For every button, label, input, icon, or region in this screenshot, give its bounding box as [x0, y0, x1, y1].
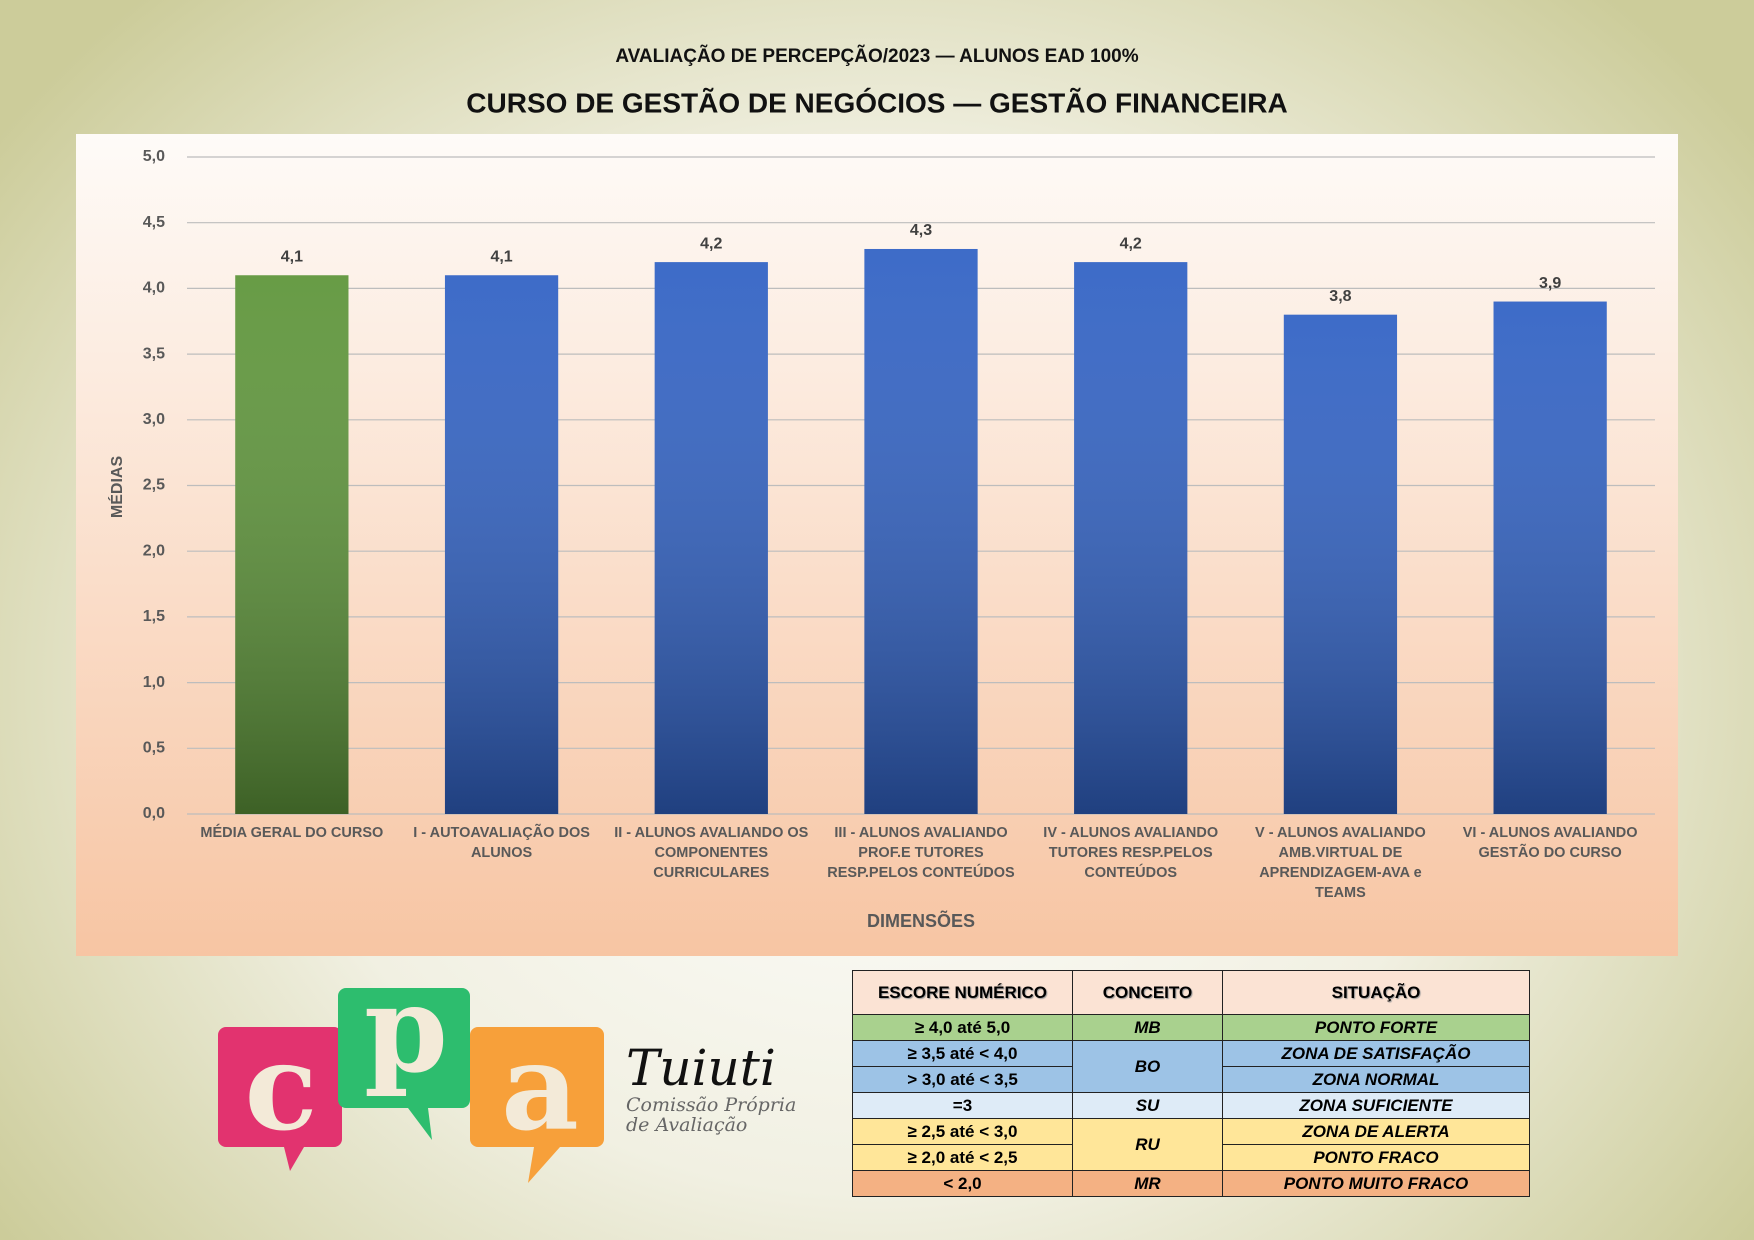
bar	[1493, 301, 1607, 814]
chart-subtitle: AVALIAÇÃO DE PERCEPÇÃO/2023 — ALUNOS EAD…	[615, 45, 1138, 67]
x-tick-label: I - AUTOAVALIAÇÃO DOS ALUNOS	[413, 825, 590, 861]
logo-bubble	[470, 1027, 604, 1183]
situation-cell: PONTO MUITO FRACO	[1222, 1170, 1530, 1197]
bar	[864, 248, 978, 815]
bar	[235, 275, 349, 814]
y-tick-label: 3,5	[143, 345, 165, 362]
value-label: 4,1	[490, 248, 512, 265]
x-tick-label: III - ALUNOS AVALIANDO PROF.E TUTORES RE…	[827, 825, 1015, 881]
logo-letter: c	[244, 1017, 317, 1158]
x-tick-label: II - ALUNOS AVALIANDO OS COMPONENTES CUR…	[614, 825, 809, 881]
table-row: ≥ 4,0 até 5,0 MB PONTO FORTE	[852, 1014, 1530, 1041]
chart-title: CURSO DE GESTÃO DE NEGÓCIOS — GESTÃO FIN…	[466, 87, 1287, 118]
score-cell: ≥ 4,0 até 5,0	[852, 1014, 1073, 1041]
logo-name: Tuiuti	[626, 1039, 776, 1097]
column-header: CONCEITO	[1072, 970, 1223, 1015]
logo-bubble	[218, 1027, 342, 1171]
score-cell: ≥ 2,5 até < 3,0	[852, 1118, 1073, 1145]
logo-line: de Avaliação	[626, 1114, 747, 1136]
y-tick-label: 1,0	[143, 674, 165, 691]
bar	[1074, 262, 1188, 814]
value-label: 4,2	[1120, 235, 1142, 252]
y-tick-label: 2,0	[143, 542, 165, 559]
column-header: ESCORE NUMÉRICO	[852, 970, 1073, 1015]
y-tick-label: 3,0	[143, 411, 165, 428]
bar	[444, 275, 559, 814]
y-tick-label: 0,0	[143, 805, 165, 822]
score-cell: ≥ 3,5 até < 4,0	[852, 1040, 1073, 1067]
situation-cell: ZONA NORMAL	[1222, 1066, 1530, 1093]
situation-cell: PONTO FORTE	[1222, 1014, 1530, 1041]
table-row: =3 SU ZONA SUFICIENTE	[852, 1092, 1530, 1119]
value-label: 3,9	[1539, 275, 1561, 292]
score-cell: > 3,0 até < 3,5	[852, 1066, 1073, 1093]
y-axis-title: MÉDIAS	[107, 456, 126, 519]
table-row: ≥ 3,5 até < 4,0 BO ZONA DE SATISFAÇÃO	[852, 1040, 1530, 1093]
x-tick-label: MÉDIA GERAL DO CURSO	[200, 825, 384, 841]
logo: c p a Tuiuti Comissão Própria de Avaliaç…	[218, 959, 796, 1183]
score-cell: =3	[852, 1092, 1073, 1119]
legend-table: ESCORE NUMÉRICO CONCEITO SITUAÇÃO ≥ 4,0 …	[852, 970, 1530, 1197]
y-tick-label: 4,5	[143, 214, 165, 231]
situation-cell: ZONA DE ALERTA	[1222, 1118, 1530, 1145]
situation-cell: PONTO FRACO	[1222, 1144, 1530, 1171]
table-row: ≥ 2,5 até < 3,0 RU ZONA DE ALERTA	[852, 1118, 1530, 1171]
value-label: 3,8	[1329, 288, 1351, 305]
x-tick-label: VI - ALUNOS AVALIANDO GESTÃO DO CURSO	[1462, 825, 1638, 861]
value-label: 4,1	[281, 248, 303, 265]
x-tick-label: V - ALUNOS AVALIANDO AMB.VIRTUAL DE APRE…	[1255, 825, 1426, 901]
table-row: < 2,0 MR PONTO MUITO FRACO	[852, 1170, 1530, 1197]
value-label: 4,3	[910, 222, 932, 239]
bar	[654, 262, 768, 814]
concept-cell: BO	[1072, 1040, 1223, 1093]
concept-cell: MB	[1072, 1014, 1223, 1041]
table-row: > 3,0 até < 3,5 ZONA NORMAL	[852, 1066, 1530, 1093]
y-tick-label: 5,0	[143, 148, 165, 165]
logo-line: Comissão Própria	[626, 1094, 796, 1116]
concept-cell: SU	[1072, 1092, 1223, 1119]
concept-cell: MR	[1072, 1170, 1223, 1197]
y-tick-label: 2,5	[143, 477, 165, 494]
y-tick-label: 0,5	[143, 740, 165, 757]
column-header: SITUAÇÃO	[1222, 970, 1530, 1015]
x-tick-label: IV - ALUNOS AVALIANDO TUTORES RESP.PELOS…	[1043, 825, 1219, 881]
situation-cell: ZONA DE SATISFAÇÃO	[1222, 1040, 1530, 1067]
table-row: ≥ 2,0 até < 2,5 PONTO FRACO	[852, 1144, 1530, 1171]
x-axis-title: DIMENSÕES	[867, 910, 975, 931]
logo-bubble	[338, 988, 470, 1140]
bar	[1283, 314, 1398, 814]
situation-cell: ZONA SUFICIENTE	[1222, 1092, 1530, 1119]
y-tick-label: 4,0	[143, 280, 165, 297]
concept-cell: RU	[1072, 1118, 1223, 1171]
score-cell: < 2,0	[852, 1170, 1073, 1197]
value-label: 4,2	[700, 235, 722, 252]
logo-letter: p	[364, 959, 448, 1100]
y-tick-label: 1,5	[143, 608, 165, 625]
logo-letter: a	[501, 1017, 579, 1158]
score-cell: ≥ 2,0 até < 2,5	[852, 1144, 1073, 1171]
